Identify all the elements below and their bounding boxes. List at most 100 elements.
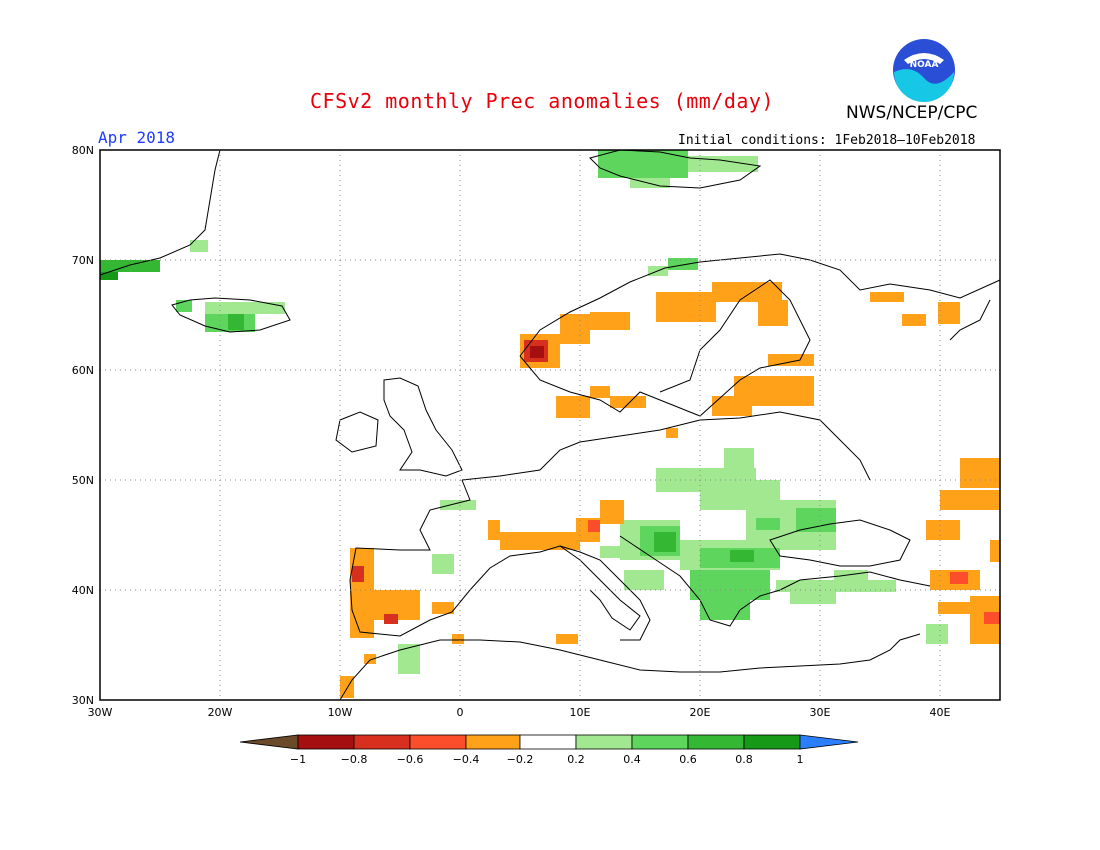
noaa-logo: NOAA bbox=[892, 38, 956, 102]
anomaly-cell bbox=[768, 354, 814, 366]
caspian-coast bbox=[949, 299, 991, 341]
colorbar-segment bbox=[409, 734, 467, 750]
logo-text: NOAA bbox=[910, 60, 939, 70]
colorbar-segment bbox=[631, 734, 689, 750]
anomaly-cell bbox=[598, 150, 688, 178]
agency-label: NWS/NCEP/CPC bbox=[846, 103, 978, 123]
colorbar-label: 1 bbox=[797, 753, 804, 766]
chart-title: CFSv2 monthly Prec anomalies (mm/day) bbox=[310, 89, 775, 113]
colorbar-arrow-right bbox=[799, 734, 859, 750]
colorbar-label: −0.6 bbox=[397, 753, 424, 766]
colorbar-label: −0.4 bbox=[453, 753, 480, 766]
anomaly-cell bbox=[984, 612, 1000, 624]
ireland-coast bbox=[335, 411, 379, 453]
anomaly-cell bbox=[205, 302, 285, 314]
colorbar-segment bbox=[575, 734, 633, 750]
anomaly-cell bbox=[364, 654, 376, 664]
anomaly-cell bbox=[384, 614, 398, 624]
colorbar-segment bbox=[465, 734, 521, 750]
colorbar-label: −0.8 bbox=[341, 753, 368, 766]
anomaly-cell bbox=[600, 500, 624, 524]
lon-label: 40E bbox=[930, 706, 951, 719]
anomaly-cell bbox=[560, 314, 590, 344]
colorbar-segment bbox=[353, 734, 411, 750]
anomaly-cell bbox=[700, 590, 750, 620]
anomaly-cell bbox=[776, 580, 896, 592]
colorbar-segment bbox=[687, 734, 745, 750]
colorbar-label: 0.6 bbox=[679, 753, 697, 766]
lat-label: 70N bbox=[72, 254, 94, 267]
colorbar: −1 −0.8 −0.6 −0.4 −0.2 0.2 0.4 0.6 0.8 1 bbox=[239, 734, 859, 766]
anomaly-cell bbox=[712, 396, 752, 416]
lon-label: 0 bbox=[457, 706, 464, 719]
lon-label: 20E bbox=[690, 706, 711, 719]
lon-label: 20W bbox=[208, 706, 233, 719]
anomaly-cell bbox=[556, 396, 590, 418]
italy-coast bbox=[559, 545, 641, 631]
colorbar-label: −0.2 bbox=[507, 753, 534, 766]
colorbar-arrow-left bbox=[239, 734, 299, 750]
anomaly-cell bbox=[790, 592, 836, 604]
scandinavia-coast bbox=[519, 253, 1001, 417]
anomaly-cell bbox=[530, 346, 544, 358]
anomaly-cell bbox=[350, 548, 374, 638]
anomaly-cell bbox=[926, 624, 948, 644]
lat-label: 30N bbox=[72, 694, 94, 707]
anomaly-cell bbox=[668, 258, 698, 270]
colorbar-label: 0.2 bbox=[567, 753, 585, 766]
graticule bbox=[100, 150, 1000, 700]
anomaly-cell bbox=[352, 566, 364, 582]
anomaly-cell bbox=[938, 302, 960, 324]
valid-month-label: Apr 2018 bbox=[98, 128, 176, 147]
anomaly-cell bbox=[190, 240, 208, 252]
anomaly-cell bbox=[432, 602, 454, 614]
lat-label: 80N bbox=[72, 144, 94, 157]
anomaly-cell bbox=[340, 676, 354, 698]
anomaly-cell bbox=[990, 540, 1000, 562]
anomaly-cell bbox=[926, 520, 960, 540]
lon-labels: 30W 20W 10W 0 10E 20E 30E 40E bbox=[88, 706, 951, 719]
anomaly-cell bbox=[870, 292, 904, 302]
anomaly-cell bbox=[902, 314, 926, 326]
anomaly-cell bbox=[398, 644, 420, 674]
britain-coast bbox=[383, 377, 463, 477]
iceland-coast bbox=[171, 297, 291, 333]
continent-coast bbox=[349, 411, 871, 641]
anomaly-cell bbox=[724, 448, 754, 472]
anomaly-cell bbox=[624, 570, 664, 590]
anomaly-cell bbox=[656, 292, 716, 322]
lat-labels: 80N 70N 60N 50N 40N 30N bbox=[72, 144, 94, 707]
lon-label: 10E bbox=[570, 706, 591, 719]
anomaly-cell bbox=[950, 572, 968, 584]
anomaly-cell bbox=[756, 518, 780, 530]
lat-label: 40N bbox=[72, 584, 94, 597]
colorbar-label: 0.8 bbox=[735, 753, 753, 766]
initial-conditions-label: Initial conditions: 1Feb2018–10Feb2018 bbox=[678, 133, 976, 148]
anomaly-cell bbox=[556, 634, 578, 644]
anomaly-cell bbox=[590, 312, 630, 330]
balkans-coast bbox=[619, 535, 931, 627]
colorbar-label: 0.4 bbox=[623, 753, 641, 766]
anomaly-cell bbox=[688, 156, 758, 172]
anomaly-cell bbox=[432, 554, 454, 574]
anomaly-cell bbox=[666, 428, 678, 438]
anomaly-cell bbox=[758, 300, 788, 326]
anomaly-cell bbox=[588, 520, 600, 532]
colorbar-label: −1 bbox=[290, 753, 306, 766]
lat-label: 50N bbox=[72, 474, 94, 487]
anomaly-cell bbox=[100, 260, 160, 272]
anomaly-cell bbox=[940, 490, 1000, 510]
anomaly-cell bbox=[590, 386, 610, 398]
anomaly-cell bbox=[730, 550, 754, 562]
anomaly-cell bbox=[228, 314, 244, 330]
anomaly-cell bbox=[100, 272, 118, 280]
coastlines bbox=[99, 149, 1001, 701]
svalbard-coast bbox=[589, 149, 762, 189]
africa-coast bbox=[339, 633, 921, 701]
lon-label: 30W bbox=[88, 706, 113, 719]
anomaly-cell bbox=[600, 546, 624, 558]
colorbar-segment bbox=[519, 734, 577, 750]
lon-label: 10W bbox=[328, 706, 353, 719]
anomaly-cell bbox=[712, 282, 782, 302]
